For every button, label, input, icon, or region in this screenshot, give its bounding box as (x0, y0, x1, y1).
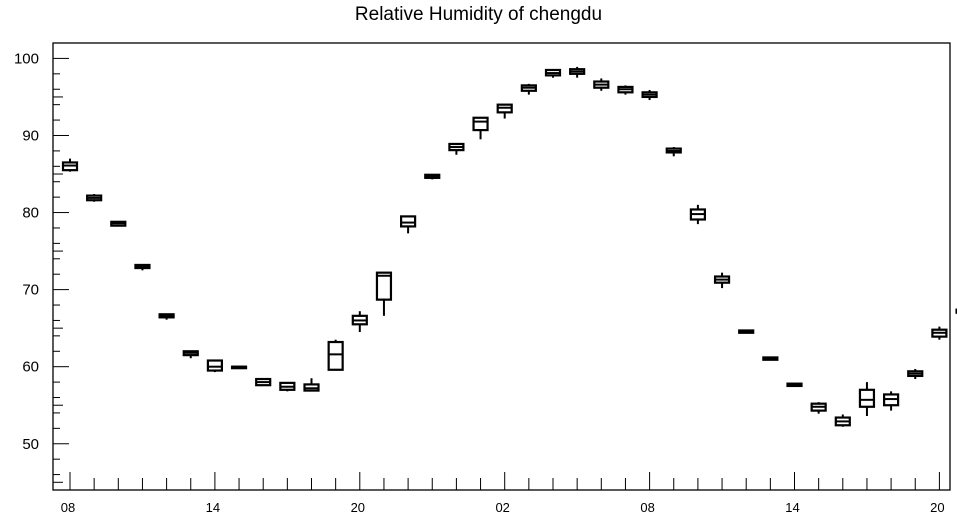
box-item (569, 66, 586, 78)
box-item (448, 142, 465, 155)
y-axis: 50 60 70 80 90 100 (14, 50, 69, 483)
box-item (230, 365, 248, 370)
x-tick-label: 02 (495, 500, 509, 515)
box-item (786, 382, 803, 388)
box-item (472, 116, 489, 140)
box-item (834, 414, 851, 427)
box-body (400, 215, 417, 228)
box-item (544, 68, 562, 78)
chart-title: Relative Humidity of chengdu (354, 4, 603, 25)
box-item (86, 194, 103, 202)
box-item (858, 382, 876, 417)
box-item (375, 271, 393, 316)
box-item (520, 83, 537, 95)
box-body (327, 340, 344, 371)
y-tick-label: 80 (22, 205, 39, 222)
x-tick-label: 14 (206, 500, 220, 515)
box-item (931, 326, 948, 340)
box-body (375, 271, 393, 301)
y-tick-label: 90 (22, 127, 39, 144)
box-item (713, 272, 731, 289)
box-item (158, 313, 175, 320)
box-item (182, 350, 199, 359)
box-item (593, 78, 610, 91)
x-tick-label: 08 (640, 500, 654, 515)
box-item (400, 215, 417, 234)
box-item (738, 329, 755, 334)
x-tick-label: 08 (61, 500, 75, 515)
box-item (641, 90, 658, 101)
box-item (907, 369, 924, 380)
box-item (882, 391, 900, 411)
box-body (858, 388, 876, 408)
y-tick-label: 70 (22, 282, 39, 299)
box-item (617, 85, 634, 95)
box-body (206, 359, 223, 372)
x-tick-label: 20 (351, 500, 365, 515)
y-tick-label: 100 (14, 50, 39, 67)
box-item (110, 220, 127, 227)
box-item (351, 311, 368, 333)
box-item (303, 378, 320, 392)
box-item (424, 173, 441, 180)
y-tick-label: 50 (22, 436, 39, 453)
box-item (665, 147, 682, 157)
box-series (61, 66, 957, 427)
box-item (496, 103, 513, 119)
box-item (255, 377, 272, 387)
box-item (327, 339, 344, 371)
box-item (810, 402, 827, 414)
box-item (689, 204, 707, 225)
x-axis: 081420020814200208 (61, 472, 945, 515)
x-tick-label: 14 (785, 500, 799, 515)
x-tick-label: 20 (930, 500, 944, 515)
box-item (762, 356, 779, 361)
box-item (279, 381, 296, 392)
box-item (134, 263, 151, 271)
plot-frame (52, 42, 951, 491)
y-tick-label: 60 (22, 359, 39, 376)
box-item (61, 158, 79, 172)
box-item (206, 359, 223, 373)
box-body (472, 116, 489, 132)
